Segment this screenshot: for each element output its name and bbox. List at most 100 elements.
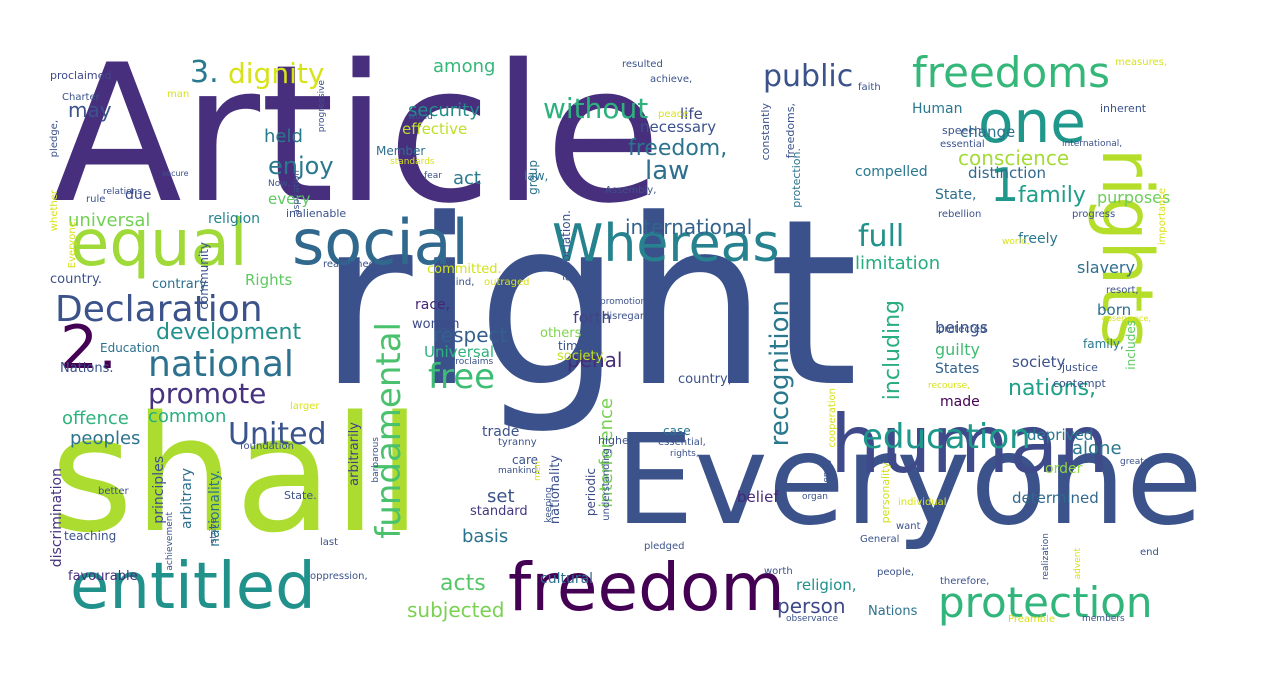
word-168: understanding	[601, 448, 612, 521]
word-3: Everyone	[615, 408, 1203, 553]
word-166: Proclaims	[450, 357, 494, 367]
word-138: pledge,	[49, 120, 60, 158]
word-163: recourse,	[928, 381, 970, 391]
word-56: set	[487, 486, 515, 507]
word-171: rights,	[670, 449, 699, 459]
word-66: necessary	[640, 118, 717, 136]
word-121: personality	[879, 462, 892, 524]
word-90: arbitrarily	[347, 422, 362, 486]
word-195: Preamble	[1008, 614, 1056, 625]
word-191: worth	[764, 566, 793, 577]
word-21: public	[763, 59, 854, 94]
word-10: Whereas	[552, 214, 780, 274]
word-12: freedoms	[912, 48, 1110, 97]
word-26: 1	[990, 158, 1020, 212]
word-44: penal	[567, 348, 623, 372]
word-194: observance	[786, 614, 839, 624]
word-60: society	[1012, 353, 1066, 371]
word-93: favourable	[68, 569, 138, 584]
word-192: people,	[877, 567, 915, 578]
word-126: Charter	[62, 92, 100, 103]
word-158: resort,	[1106, 285, 1139, 296]
word-49: held	[264, 126, 303, 147]
word-149: rule	[86, 194, 106, 205]
word-87: principles	[151, 456, 167, 524]
word-156: mind,	[446, 277, 475, 288]
word-96: trade	[482, 424, 520, 440]
word-170: essential,	[658, 437, 706, 448]
word-175: men	[533, 461, 543, 482]
word-159: promotion	[600, 297, 647, 307]
word-8: equal	[70, 207, 248, 281]
word-179: organ	[802, 492, 828, 502]
word-102: society,	[557, 349, 608, 364]
word-75: every	[268, 190, 311, 208]
word-36: nations,	[1008, 376, 1097, 401]
word-111: teaching	[64, 529, 117, 543]
word-16: national	[148, 344, 294, 385]
word-174: mankind,	[498, 466, 540, 476]
word-39: security	[408, 100, 480, 121]
word-155: reaffirmed	[323, 259, 376, 270]
word-132: measures,	[1115, 57, 1168, 68]
word-45: peoples	[70, 428, 141, 449]
word-98: community	[197, 242, 211, 310]
word-31: international	[625, 215, 753, 239]
word-103: Member	[376, 144, 426, 158]
word-109: family,	[1083, 337, 1124, 351]
word-63: slavery	[1077, 258, 1135, 277]
word-38: among	[433, 56, 496, 77]
word-180: individual	[898, 497, 947, 508]
word-184: last	[320, 537, 339, 548]
word-123: justice	[1062, 361, 1098, 374]
word-142: world	[408, 112, 433, 122]
word-112: time	[558, 339, 586, 353]
word-99: association.	[559, 210, 573, 282]
word-83: order	[1045, 461, 1083, 477]
word-129: resulted	[622, 59, 663, 70]
word-81: women	[412, 317, 460, 332]
word-69: change	[960, 123, 1016, 141]
word-32: law	[645, 156, 690, 186]
word-169: tyranny	[498, 437, 537, 448]
word-181: State.	[284, 489, 317, 502]
word-131: faith	[858, 82, 881, 93]
word-43: acts	[440, 571, 486, 596]
word-62: purposes	[1097, 188, 1171, 207]
word-50: act	[453, 168, 481, 189]
word-147: Assembly,	[605, 185, 657, 196]
word-48: may	[68, 98, 112, 122]
word-92: discrimination	[49, 468, 65, 568]
word-183: strive	[209, 518, 219, 544]
word-17: education	[862, 417, 1031, 457]
word-136: importance	[1157, 188, 1168, 246]
word-34: conscience	[958, 146, 1070, 170]
word-105: Nations.	[60, 361, 114, 376]
word-2: shall	[50, 381, 422, 568]
word-24: United	[228, 417, 327, 452]
word-116: law,	[524, 169, 549, 183]
word-141: progressive	[317, 80, 327, 133]
word-28: full	[858, 219, 905, 254]
word-27: recognition	[765, 300, 795, 447]
word-77: country.	[50, 272, 102, 287]
word-71: distinction	[968, 164, 1047, 182]
word-23: 3.	[190, 55, 219, 90]
word-82: deprived	[1027, 426, 1094, 444]
word-119: freedoms,	[784, 103, 797, 159]
word-165: larger	[290, 401, 320, 412]
word-85: States	[935, 361, 980, 377]
word-140: Everyone,	[67, 218, 78, 269]
word-153: rebellion	[938, 209, 982, 220]
word-122: highest	[598, 434, 639, 447]
word-72: State,	[935, 187, 977, 203]
word-14: 2.	[60, 313, 118, 383]
word-80: race,	[415, 297, 451, 313]
word-65: effective	[402, 120, 468, 138]
word-145: Now,	[268, 179, 291, 189]
word-182: want	[896, 521, 921, 532]
word-151: inalienable	[286, 207, 347, 220]
word-20: without	[543, 92, 649, 125]
word-6: freedom	[508, 549, 785, 626]
